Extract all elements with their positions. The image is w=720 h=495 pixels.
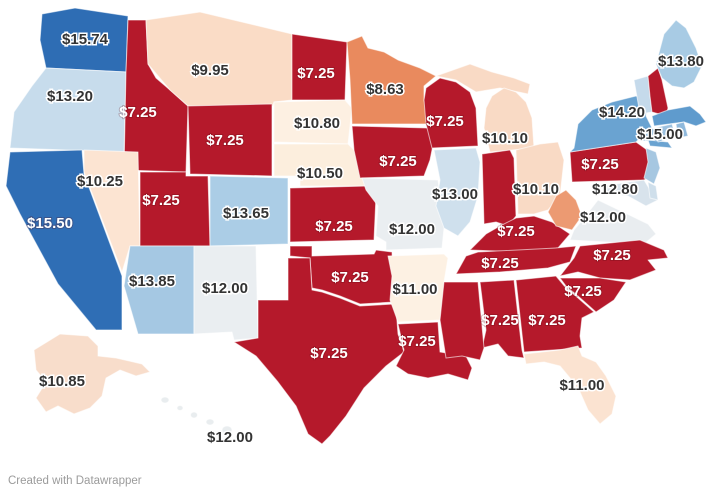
value-labels-layer: $15.74 $13.20 $15.50 $10.25 $7.25 $9.95 $7.25 $… <box>26 30 705 448</box>
state-value-label-fl: $11.00 <box>559 377 604 394</box>
state-value-label-al: $7.25 <box>481 312 519 329</box>
state-utah[interactable] <box>139 171 211 247</box>
state-value-label-wi: $7.25 <box>426 113 464 130</box>
state-colorado[interactable] <box>209 175 289 247</box>
state-value-label-nm: $12.00 <box>202 280 248 297</box>
state-value-label-ok: $7.25 <box>331 269 369 286</box>
state-tennessee[interactable] <box>455 245 577 275</box>
state-california[interactable] <box>5 149 123 331</box>
state-value-label-la: $7.25 <box>398 333 436 350</box>
state-value-label-wy: $7.25 <box>206 132 244 149</box>
state-value-label-nc: $7.25 <box>593 247 631 264</box>
state-michigan-up[interactable] <box>435 63 531 95</box>
state-illinois[interactable] <box>433 147 481 237</box>
state-value-label-ca: $15.50 <box>27 215 73 232</box>
state-georgia[interactable] <box>515 275 595 353</box>
attribution-text: Created with Datawrapper <box>8 475 142 487</box>
state-new-mexico[interactable] <box>193 245 259 341</box>
state-value-label-mt: $9.95 <box>191 62 229 79</box>
state-value-label-ia: $7.25 <box>379 153 417 170</box>
state-value-label-hi: $12.00 <box>207 429 253 446</box>
state-mississippi[interactable] <box>439 281 485 361</box>
state-alabama[interactable] <box>479 279 525 359</box>
state-value-label-ga: $7.25 <box>528 312 566 329</box>
state-oregon[interactable] <box>9 67 127 153</box>
state-west-virginia[interactable] <box>547 189 583 231</box>
state-arizona[interactable] <box>123 245 195 335</box>
state-value-label-ky: $7.25 <box>497 223 535 240</box>
state-value-label-nv: $10.25 <box>77 173 123 190</box>
state-value-label-mo: $12.00 <box>389 221 435 238</box>
state-value-label-sd: $10.80 <box>294 115 340 132</box>
state-delaware[interactable] <box>647 181 659 201</box>
state-value-label-co: $13.65 <box>223 205 269 222</box>
state-value-label-ma: $15.00 <box>637 126 683 143</box>
state-value-label-id: $7.25 <box>119 104 157 121</box>
state-south-carolina[interactable] <box>559 277 627 313</box>
state-alaska[interactable] <box>33 333 151 415</box>
state-wisconsin[interactable] <box>423 77 479 149</box>
state-minnesota[interactable] <box>346 35 437 125</box>
state-value-label-ut: $7.25 <box>142 192 180 209</box>
state-value-label-wa: $15.74 <box>62 31 109 48</box>
state-hawaii[interactable] <box>160 396 233 435</box>
state-maryland[interactable] <box>601 179 659 207</box>
state-value-label-md: $12.80 <box>592 181 638 198</box>
state-indiana[interactable] <box>481 149 517 227</box>
state-south-dakota[interactable] <box>273 99 353 145</box>
state-value-label-or: $13.20 <box>47 88 93 105</box>
state-new-jersey[interactable] <box>643 147 661 185</box>
state-connecticut[interactable] <box>653 123 677 143</box>
state-value-label-me: $13.80 <box>658 53 704 70</box>
state-kansas[interactable] <box>289 185 377 243</box>
state-value-label-sc: $7.25 <box>564 283 602 300</box>
state-value-label-ks: $7.25 <box>315 218 353 235</box>
state-value-label-ne: $10.50 <box>297 165 343 182</box>
state-value-label-va: $12.00 <box>580 209 626 226</box>
state-iowa[interactable] <box>351 125 435 179</box>
state-value-label-tx: $7.25 <box>310 345 348 362</box>
state-value-label-tn: $7.25 <box>481 255 519 272</box>
state-wyoming[interactable] <box>187 103 273 177</box>
state-louisiana[interactable] <box>395 321 473 381</box>
state-value-label-ak: $10.85 <box>39 373 85 390</box>
state-value-label-mi: $10.10 <box>482 130 528 147</box>
state-virginia[interactable] <box>569 199 657 245</box>
state-rhode-island[interactable] <box>675 121 689 139</box>
state-value-label-oh: $10.10 <box>513 181 559 198</box>
state-value-label-ar: $11.00 <box>392 281 437 298</box>
state-value-label-il: $13.00 <box>432 186 478 203</box>
state-value-label-ny: $14.20 <box>599 104 645 121</box>
state-texas[interactable] <box>233 257 405 445</box>
state-florida[interactable] <box>523 345 617 425</box>
state-value-label-az: $13.85 <box>129 273 175 290</box>
state-michigan[interactable] <box>483 87 535 153</box>
state-north-carolina[interactable] <box>559 239 669 281</box>
state-value-label-nd: $7.25 <box>297 65 335 82</box>
state-maine[interactable] <box>655 19 703 89</box>
state-value-label-pa: $7.25 <box>581 156 619 173</box>
states-layer <box>5 7 707 445</box>
state-massachusetts[interactable] <box>651 105 707 127</box>
state-value-label-mn: $8.63 <box>366 81 404 98</box>
